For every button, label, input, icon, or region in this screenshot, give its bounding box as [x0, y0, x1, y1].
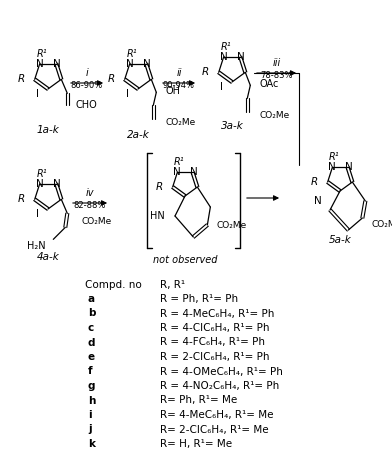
Text: R= Ph, R¹= Me: R= Ph, R¹= Me	[160, 396, 237, 405]
Text: iii: iii	[272, 58, 281, 68]
Text: I: I	[36, 209, 40, 219]
Text: N: N	[190, 167, 198, 177]
Text: R¹: R¹	[36, 48, 47, 59]
Text: i: i	[85, 68, 88, 78]
Text: 4a-k: 4a-k	[36, 252, 59, 262]
Text: R = 4-ClC₆H₄, R¹= Ph: R = 4-ClC₆H₄, R¹= Ph	[160, 323, 270, 333]
Text: f: f	[88, 366, 93, 377]
Text: N: N	[53, 179, 61, 189]
Text: g: g	[88, 381, 96, 391]
Text: d: d	[88, 338, 96, 348]
Text: I: I	[127, 89, 129, 99]
Text: 2a-k: 2a-k	[127, 130, 149, 140]
Text: R = 4-OMeC₆H₄, R¹= Ph: R = 4-OMeC₆H₄, R¹= Ph	[160, 366, 283, 377]
Text: 86-90%: 86-90%	[71, 82, 103, 91]
Text: OH: OH	[165, 86, 180, 97]
Text: h: h	[88, 396, 95, 405]
Text: R: R	[18, 75, 25, 84]
Text: CHO: CHO	[75, 100, 97, 110]
Text: N: N	[126, 59, 134, 69]
Text: R = 4-MeC₆H₄, R¹= Ph: R = 4-MeC₆H₄, R¹= Ph	[160, 308, 274, 318]
Text: R = 4-NO₂C₆H₄, R¹= Ph: R = 4-NO₂C₆H₄, R¹= Ph	[160, 381, 279, 391]
Text: R¹: R¹	[127, 48, 137, 59]
Text: R¹: R¹	[220, 42, 231, 52]
Text: R= 2-ClC₆H₄, R¹= Me: R= 2-ClC₆H₄, R¹= Me	[160, 424, 269, 435]
Text: CO₂Me: CO₂Me	[81, 217, 112, 226]
Text: N: N	[36, 59, 44, 69]
Text: HN: HN	[150, 211, 165, 221]
Text: b: b	[88, 308, 96, 318]
Text: c: c	[88, 323, 94, 333]
Text: R: R	[155, 182, 163, 192]
Text: i: i	[88, 410, 92, 420]
Text: j: j	[88, 424, 92, 435]
Text: N: N	[36, 179, 44, 189]
Text: OAc: OAc	[259, 79, 279, 89]
Text: R = Ph, R¹= Ph: R = Ph, R¹= Ph	[160, 294, 238, 304]
Text: I: I	[220, 82, 223, 92]
Text: 78-83%: 78-83%	[260, 71, 293, 80]
Text: CO₂Me: CO₂Me	[216, 220, 247, 229]
Text: a: a	[88, 294, 95, 304]
Text: 5a-k: 5a-k	[328, 235, 351, 245]
Text: N: N	[238, 52, 245, 62]
Text: N: N	[143, 59, 151, 69]
Text: N: N	[328, 163, 336, 172]
Text: N: N	[345, 163, 352, 172]
Text: R¹: R¹	[36, 169, 47, 179]
Text: e: e	[88, 352, 95, 362]
Text: R = 4-FC₆H₄, R¹= Ph: R = 4-FC₆H₄, R¹= Ph	[160, 338, 265, 348]
Text: R¹: R¹	[329, 153, 339, 163]
Text: Compd. no: Compd. no	[85, 280, 142, 290]
Text: R= H, R¹= Me: R= H, R¹= Me	[160, 439, 232, 449]
Text: iv: iv	[86, 188, 94, 198]
Text: N: N	[173, 167, 181, 177]
Text: R: R	[18, 194, 25, 204]
Text: CO₂Me: CO₂Me	[259, 111, 290, 120]
Text: N: N	[220, 52, 228, 62]
Text: N: N	[314, 195, 322, 206]
Text: 90-94%: 90-94%	[163, 82, 195, 91]
Text: not observed: not observed	[153, 255, 217, 265]
Text: ii: ii	[176, 68, 182, 78]
Text: N: N	[53, 59, 61, 69]
Text: R = 2-ClC₆H₄, R¹= Ph: R = 2-ClC₆H₄, R¹= Ph	[160, 352, 270, 362]
Text: R: R	[310, 177, 318, 187]
Text: R, R¹: R, R¹	[160, 280, 185, 290]
Text: I: I	[36, 89, 40, 99]
Text: CO₂Me: CO₂Me	[371, 220, 392, 229]
Text: R: R	[201, 67, 209, 77]
Text: R= 4-MeC₆H₄, R¹= Me: R= 4-MeC₆H₄, R¹= Me	[160, 410, 274, 420]
Text: k: k	[88, 439, 95, 449]
Text: H₂N: H₂N	[27, 242, 45, 251]
Text: CO₂Me: CO₂Me	[165, 118, 196, 127]
Text: R: R	[107, 75, 115, 84]
Text: 82-88%: 82-88%	[74, 202, 106, 211]
Text: R¹: R¹	[174, 158, 185, 167]
Text: 3a-k: 3a-k	[221, 121, 243, 131]
Text: 1a-k: 1a-k	[36, 125, 59, 135]
